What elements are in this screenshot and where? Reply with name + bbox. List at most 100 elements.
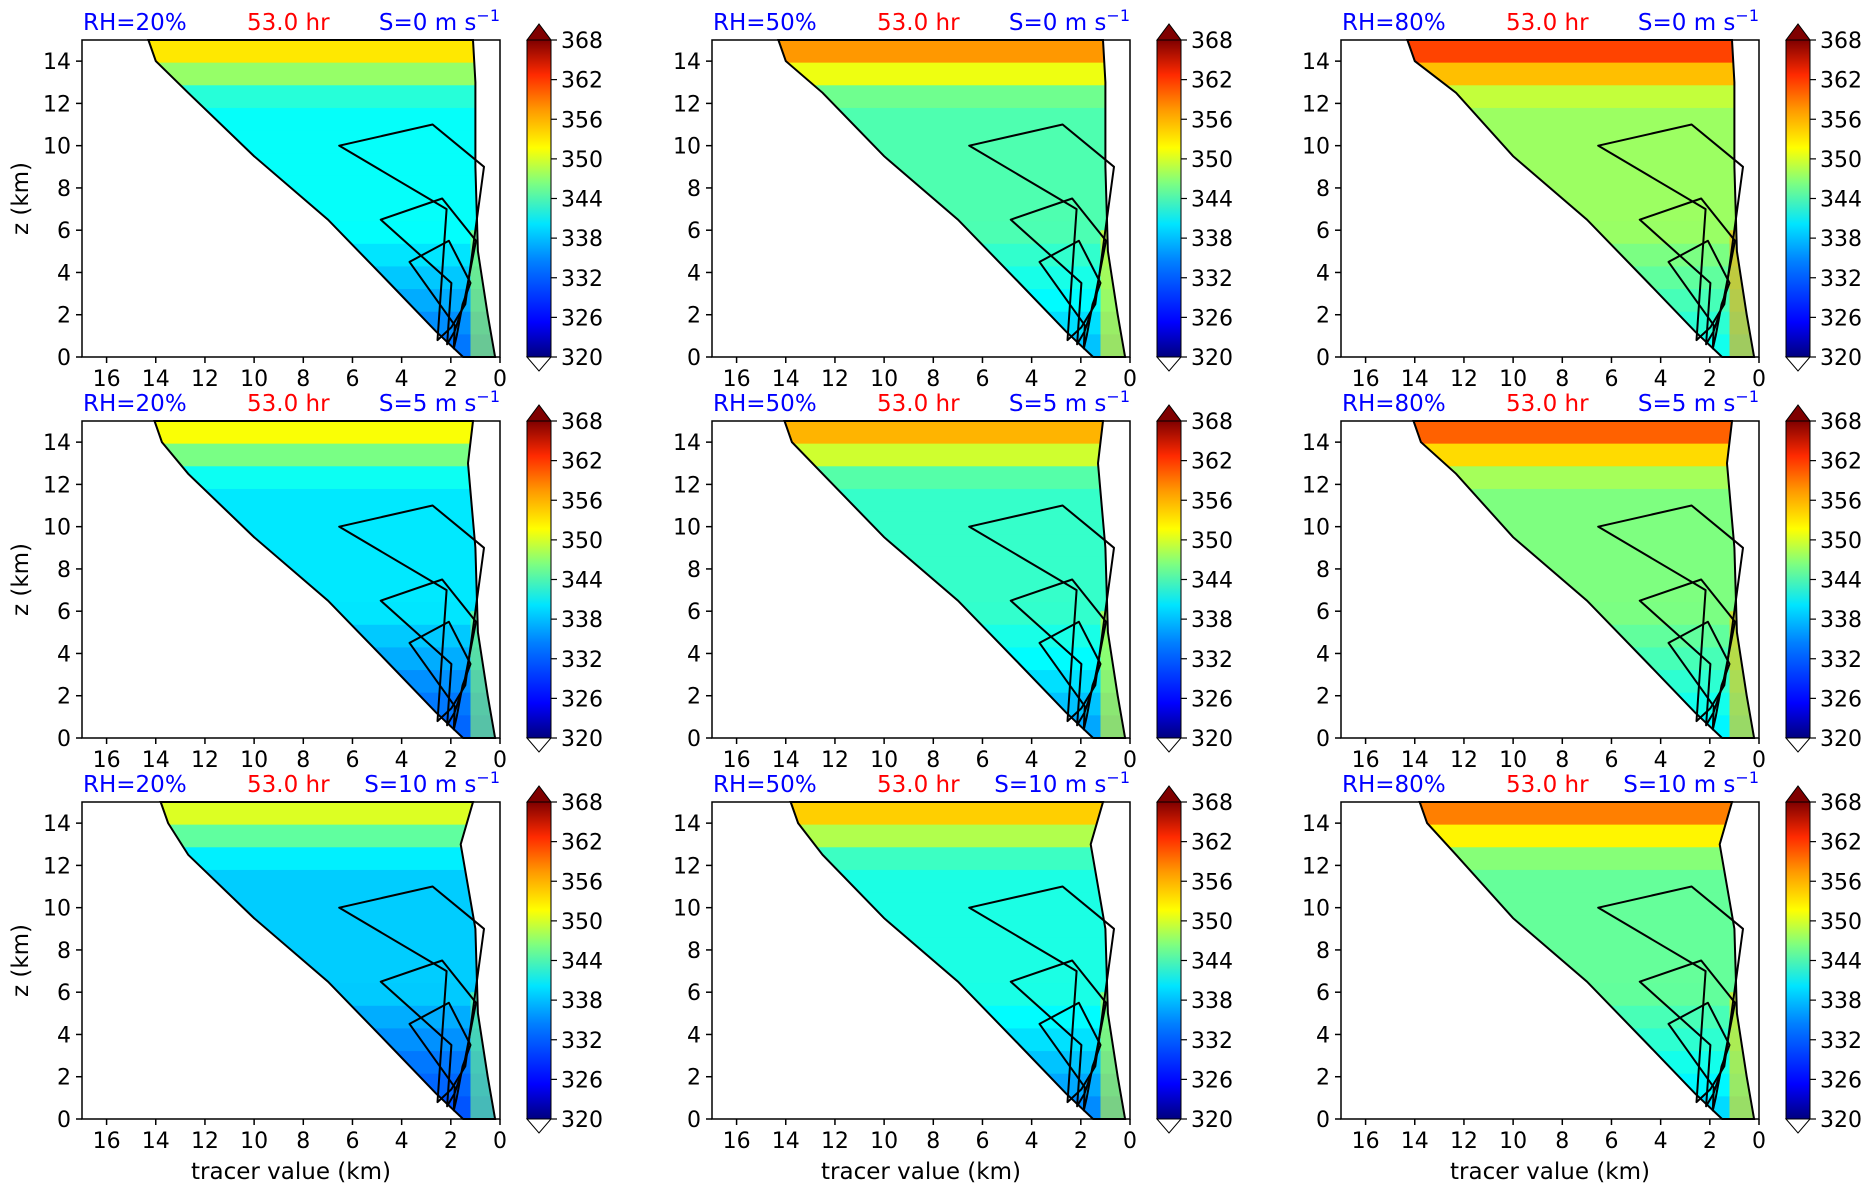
colorbar-tick-label: 356 <box>1191 108 1233 133</box>
x-tick-label: 14 <box>772 367 800 392</box>
colorbar-tick-label: 344 <box>561 188 603 213</box>
x-tick-label: 0 <box>1752 367 1766 392</box>
colorbar-extend-min <box>1784 356 1812 372</box>
panel-7: 16 14 12 10 8 6 4 2 0 0 2 4 6 8 10 12 14 z (km) tracer val… <box>8 768 603 1185</box>
x-tick-label: 2 <box>1074 748 1088 773</box>
y-axis-label: z (km) <box>8 543 34 616</box>
colorbar-extend-max <box>1156 404 1182 422</box>
y-tick-label: 12 <box>1302 473 1330 498</box>
colorbar-tick-label: 344 <box>1191 569 1233 594</box>
panel-title-time: 53.0 hr <box>247 391 330 417</box>
x-tick-label: 6 <box>345 748 359 773</box>
x-tick-label: 8 <box>1555 1129 1569 1154</box>
y-tick-label: 2 <box>687 685 701 710</box>
y-tick-label: 2 <box>1316 1066 1330 1091</box>
colorbar-tick-label: 326 <box>561 306 603 331</box>
colorbar-tick-label: 332 <box>1820 267 1862 292</box>
contour-line-1 <box>968 123 1115 342</box>
x-tick-label: 2 <box>444 1129 458 1154</box>
colorbar: 320 326 332 338 344 350 356 362 368 <box>1155 23 1233 372</box>
colorbar-tick-label: 356 <box>1191 489 1233 514</box>
y-tick-label: 14 <box>673 431 701 456</box>
colorbar-tick-label: 368 <box>1191 29 1233 54</box>
x-tick-label: 2 <box>1703 748 1717 773</box>
x-tick-label: 2 <box>1703 1129 1717 1154</box>
x-tick-label: 14 <box>1401 748 1429 773</box>
x-tick-label: 4 <box>395 1129 409 1154</box>
colorbar-tick-label: 350 <box>561 910 603 935</box>
x-tick-label: 6 <box>1604 748 1618 773</box>
colorbar: 320 326 332 338 344 350 356 362 368 <box>525 404 603 753</box>
colorbar-tick-label: 320 <box>1820 727 1862 752</box>
colorbar-tick-label: 338 <box>561 608 603 633</box>
colorbar-tick-label: 362 <box>561 831 603 856</box>
colorbar-tick-label: 338 <box>1191 608 1233 633</box>
y-tick-label: 14 <box>1302 812 1330 837</box>
colorbar-tick-label: 326 <box>1191 687 1233 712</box>
panel-title-rh: RH=20% <box>83 772 187 798</box>
y-tick-label: 2 <box>1316 685 1330 710</box>
y-tick-label: 12 <box>43 473 71 498</box>
contour-line-3 <box>1667 239 1731 350</box>
colorbar-tick-label: 326 <box>561 1068 603 1093</box>
colorbar-tick-label: 326 <box>561 687 603 712</box>
colorbar-tick-label: 350 <box>1820 910 1862 935</box>
colorbar-tick-label: 332 <box>1820 1029 1862 1054</box>
colorbar: 320 326 332 338 344 350 356 362 368 <box>1784 404 1862 753</box>
colorbar-extend-min <box>1784 1118 1812 1134</box>
x-tick-label: 2 <box>444 748 458 773</box>
colorbar-tick-label: 338 <box>561 989 603 1014</box>
y-tick-label: 14 <box>43 50 71 75</box>
y-tick-label: 8 <box>687 177 701 202</box>
x-tick-label: 12 <box>1450 748 1478 773</box>
y-tick-label: 6 <box>1316 981 1330 1006</box>
x-tick-label: 10 <box>240 1129 268 1154</box>
colorbar-tick-label: 344 <box>561 950 603 975</box>
contour-line-1 <box>1597 504 1744 723</box>
panel-6: 16 14 12 10 8 6 4 2 0 0 2 4 6 8 10 12 14 RH=80% 53.0 hr S=5… <box>1302 387 1862 773</box>
x-tick-label: 2 <box>444 367 458 392</box>
x-tick-label: 6 <box>345 367 359 392</box>
y-tick-label: 12 <box>43 854 71 879</box>
panel-title-time: 53.0 hr <box>1506 772 1589 798</box>
y-tick-label: 8 <box>57 558 71 583</box>
colorbar-tick-label: 368 <box>561 410 603 435</box>
contour-line-3 <box>408 239 472 350</box>
y-tick-label: 6 <box>1316 219 1330 244</box>
colorbar-extend-max <box>1156 785 1182 803</box>
y-tick-label: 4 <box>57 1023 71 1048</box>
x-tick-label: 0 <box>1752 748 1766 773</box>
panel-title-shear: S=10 m s−1 <box>364 768 500 798</box>
colorbar: 320 326 332 338 344 350 356 362 368 <box>525 23 603 372</box>
axes-frame <box>81 420 501 739</box>
colorbar-tick-label: 362 <box>561 450 603 475</box>
colorbar-tick-label: 350 <box>561 529 603 554</box>
colorbar-extend-max <box>1785 404 1811 422</box>
y-tick-label: 8 <box>1316 939 1330 964</box>
x-tick-label: 12 <box>191 367 219 392</box>
colorbar-tick-label: 350 <box>1820 529 1862 554</box>
colorbar-tick-label: 338 <box>561 227 603 252</box>
y-tick-label: 2 <box>57 685 71 710</box>
y-tick-label: 4 <box>1316 642 1330 667</box>
x-tick-label: 16 <box>93 367 121 392</box>
colorbar-extend-min <box>525 356 553 372</box>
colorbar-tick-label: 338 <box>1820 227 1862 252</box>
colorbar: 320 326 332 338 344 350 356 362 368 <box>1784 785 1862 1134</box>
colorbar-tick-label: 320 <box>1191 727 1233 752</box>
y-tick-label: 14 <box>1302 50 1330 75</box>
y-tick-label: 6 <box>57 600 71 625</box>
axes-frame <box>81 39 501 358</box>
colorbar-tick-label: 368 <box>561 791 603 816</box>
colorbar-tick-label: 362 <box>561 69 603 94</box>
x-tick-label: 8 <box>296 1129 310 1154</box>
x-axis-label: tracer value (km) <box>821 1159 1021 1185</box>
y-tick-label: 4 <box>1316 261 1330 286</box>
x-tick-label: 10 <box>1499 1129 1527 1154</box>
y-tick-label: 12 <box>673 92 701 117</box>
colorbar-tick-label: 320 <box>561 727 603 752</box>
contour-line-1 <box>968 504 1115 723</box>
colorbar-tick-label: 368 <box>561 29 603 54</box>
colorbar-tick-label: 368 <box>1820 29 1862 54</box>
contour-line-3 <box>408 1001 472 1112</box>
